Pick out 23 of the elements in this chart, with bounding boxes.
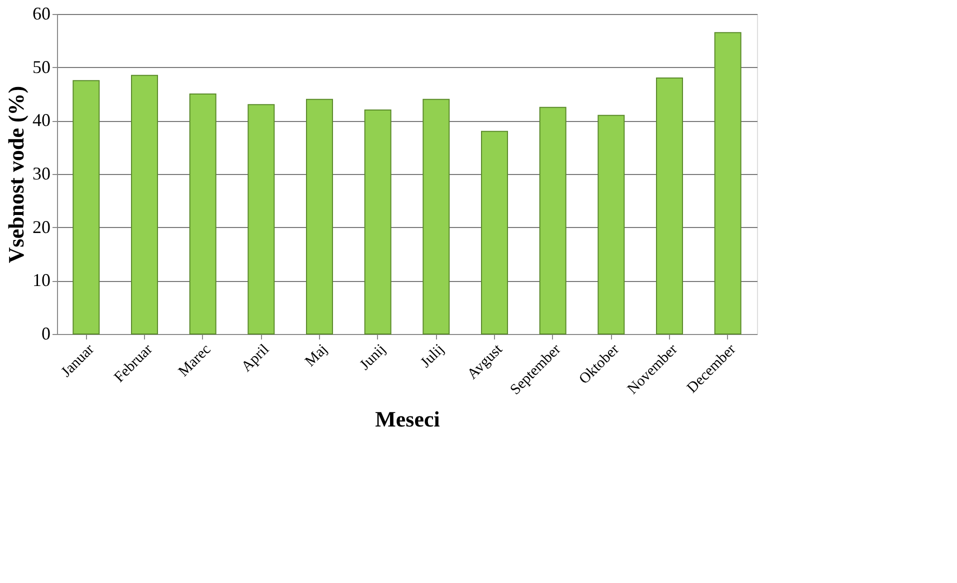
bar: [714, 32, 742, 334]
y-tick-label: 50: [32, 56, 50, 77]
x-axis-title: Meseci: [375, 406, 440, 432]
y-axis-title: Vsebnost vode (%): [4, 86, 28, 264]
bar: [422, 98, 450, 334]
bar: [364, 110, 392, 334]
y-tick-label: 10: [32, 270, 50, 290]
bar: [656, 78, 683, 334]
bar: [598, 114, 625, 334]
bar: [539, 106, 566, 334]
x-tick-label: Julij: [418, 342, 448, 372]
y-tick-label: 20: [32, 216, 50, 237]
bar: [306, 98, 333, 334]
x-tick-label: Maj: [302, 342, 331, 370]
bar: [131, 74, 158, 334]
y-tick-label: 0: [42, 324, 50, 344]
y-tick-label: 60: [32, 4, 50, 24]
bar: [72, 80, 100, 334]
y-tick-label: 30: [32, 164, 50, 184]
y-tick-label: 40: [32, 110, 50, 130]
bar: [189, 94, 216, 334]
bar: [481, 130, 508, 334]
bar: [248, 104, 275, 334]
